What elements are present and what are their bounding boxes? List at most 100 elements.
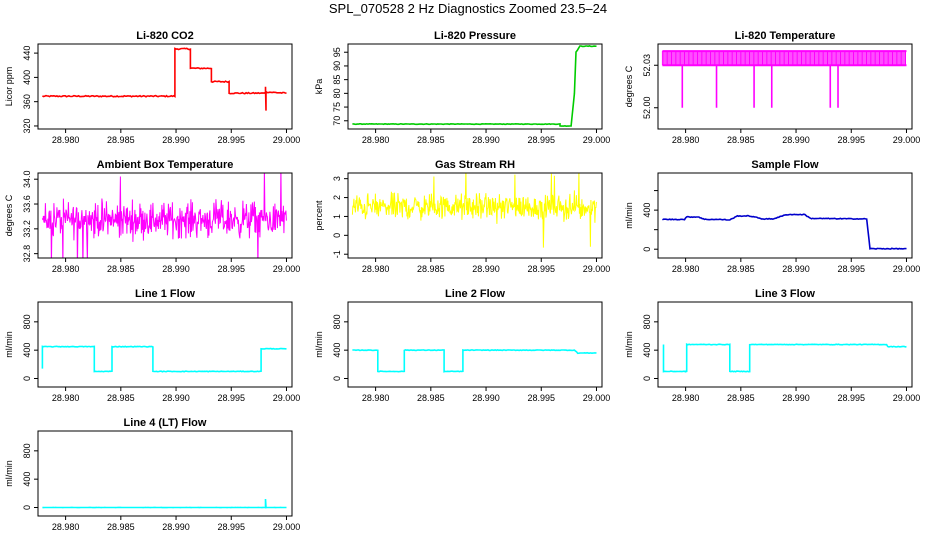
y-axis-label: kPa: [314, 79, 324, 95]
y-tick-label: 800: [22, 443, 32, 458]
panel-9: Line 4 (LT) Flow ml/min 0 400 800 28.980 28.98…: [4, 417, 300, 532]
x-tick-label: 28.995: [527, 135, 555, 145]
panel-title: Gas Stream RH: [435, 159, 515, 171]
series-line: [41, 173, 287, 258]
plot-frame: [657, 43, 913, 130]
x-tick-label: 29.000: [583, 135, 611, 145]
data-group: [661, 50, 907, 108]
plot-frame: [37, 430, 293, 517]
series-line: [42, 47, 287, 111]
x-tick-label: 28.980: [672, 135, 700, 145]
data-group: [662, 343, 907, 373]
series-line: [42, 498, 287, 509]
y-tick-label: 400: [22, 472, 32, 487]
y-axis-label: ml/min: [624, 202, 634, 229]
x-tick-label: 28.980: [362, 135, 390, 145]
x-tick-label: 29.000: [893, 135, 921, 145]
x-tick-label: 28.980: [52, 264, 80, 274]
y-tick-label: 320: [22, 118, 32, 133]
plot-frame: [37, 301, 293, 388]
y-tick-label: 75: [332, 102, 342, 112]
panel-title: Li-820 Temperature: [735, 30, 836, 42]
data-group: [42, 498, 287, 509]
x-tick-label: 28.995: [217, 135, 245, 145]
x-tick-label: 29.000: [273, 264, 301, 274]
x-tick-label: 28.995: [217, 264, 245, 274]
y-tick-label: 0: [22, 376, 32, 381]
y-tick-label: 800: [642, 314, 652, 329]
x-tick-label: 28.990: [472, 135, 500, 145]
x-tick-label: 28.985: [417, 393, 445, 403]
x-tick-label: 28.980: [672, 264, 700, 274]
y-tick-label: 90: [332, 61, 342, 71]
y-tick-label: 400: [22, 343, 32, 358]
x-tick-label: 28.980: [672, 393, 700, 403]
panel-8: Line 3 Flow ml/min 0 400 800 28.980 28.985 28.9…: [624, 288, 920, 403]
y-tick-label: 0: [642, 376, 652, 381]
series-spikes: [661, 51, 906, 66]
x-tick-label: 28.980: [52, 135, 80, 145]
x-tick-label: 28.985: [107, 135, 135, 145]
x-tick-label: 28.995: [217, 522, 245, 532]
x-tick-label: 28.985: [727, 135, 755, 145]
panel-1: Li-820 Pressure kPa 70 75 80 85 90 95 28.980 28.9…: [314, 30, 610, 145]
x-tick-label: 28.990: [472, 264, 500, 274]
y-tick-label: 800: [22, 314, 32, 329]
y-tick-label: 52.03: [642, 54, 652, 77]
x-tick-label: 28.980: [52, 393, 80, 403]
x-tick-label: 28.990: [162, 264, 190, 274]
x-tick-label: 29.000: [893, 393, 921, 403]
x-tick-label: 28.995: [527, 393, 555, 403]
x-tick-label: 28.990: [162, 522, 190, 532]
data-group: [662, 213, 907, 251]
series-line: [662, 213, 907, 251]
y-tick-label: 52.00: [642, 96, 652, 119]
y-tick-label: 800: [332, 314, 342, 329]
panel-6: Line 1 Flow ml/min 0 400 800 28.980 28.985 28.9…: [4, 288, 300, 403]
y-axis-label: ml/min: [314, 331, 324, 358]
y-tick-label: 0: [332, 376, 342, 381]
y-tick-label: 0: [332, 233, 342, 238]
y-tick-label: 400: [332, 343, 342, 358]
data-group: [352, 348, 597, 373]
panel-title: Ambient Box Temperature: [97, 159, 234, 171]
x-tick-label: 28.985: [417, 264, 445, 274]
x-tick-label: 28.985: [727, 264, 755, 274]
y-tick-label: 3: [332, 176, 342, 181]
plot-frame: [347, 172, 603, 259]
plot-frame: [657, 172, 913, 259]
y-axis-label: percent: [314, 200, 324, 231]
y-tick-label: 440: [22, 46, 32, 61]
x-tick-label: 28.995: [217, 393, 245, 403]
panel-title: Sample Flow: [751, 159, 819, 171]
y-tick-label: 34.0: [22, 170, 32, 188]
x-tick-label: 28.990: [162, 135, 190, 145]
x-tick-label: 29.000: [273, 135, 301, 145]
y-tick-label: 33.6: [22, 195, 32, 213]
y-tick-label: 95: [332, 47, 342, 57]
x-tick-label: 28.985: [107, 522, 135, 532]
panel-title: Line 1 Flow: [135, 288, 195, 300]
x-tick-label: 28.990: [782, 393, 810, 403]
panel-2: Li-820 Temperature degrees C 52.00 52.03 28.…: [624, 30, 920, 145]
series-line: [351, 173, 597, 248]
data-group: [352, 45, 597, 128]
x-tick-label: 28.985: [107, 264, 135, 274]
y-tick-label: 0: [22, 505, 32, 510]
data-group: [41, 345, 287, 373]
x-tick-label: 28.995: [837, 264, 865, 274]
panel-title: Li-820 CO2: [136, 30, 193, 42]
x-tick-label: 28.980: [52, 522, 80, 532]
plot-frame: [657, 301, 913, 388]
x-tick-label: 28.990: [472, 393, 500, 403]
y-axis-label: Licor ppm: [4, 67, 14, 107]
x-tick-label: 28.995: [837, 135, 865, 145]
plot-frame: [347, 301, 603, 388]
x-tick-label: 29.000: [273, 522, 301, 532]
y-tick-label: 80: [332, 88, 342, 98]
x-tick-label: 29.000: [893, 264, 921, 274]
panel-title: Line 3 Flow: [755, 288, 815, 300]
x-tick-label: 28.985: [107, 393, 135, 403]
panel-3: Ambient Box Temperature degrees C 32.8 33.2…: [4, 159, 300, 274]
